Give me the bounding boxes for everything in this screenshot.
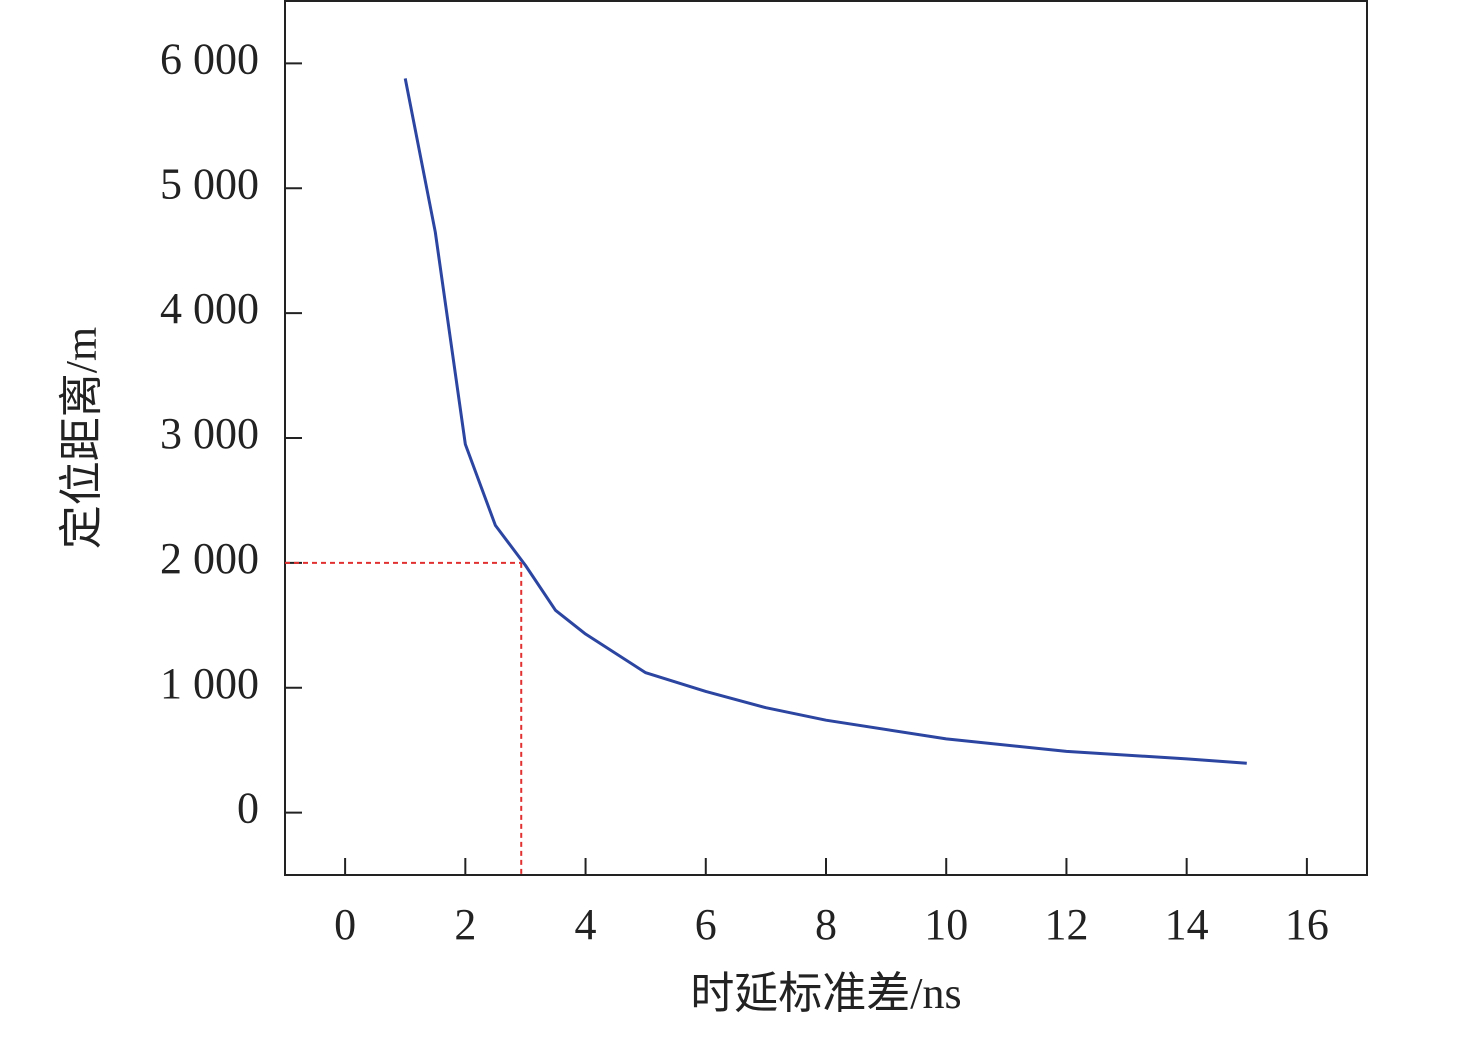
y-tick-label: 2 000 — [160, 534, 259, 583]
x-tick-label: 12 — [1044, 900, 1088, 949]
y-tick-label: 6 000 — [160, 35, 259, 84]
x-tick-label: 16 — [1285, 900, 1329, 949]
x-tick-label: 2 — [454, 900, 476, 949]
data-line — [403, 78, 1247, 765]
y-tick-label: 1 000 — [160, 659, 259, 708]
y-tick-label: 3 000 — [160, 409, 259, 458]
y-axis-title: 定位距离/m — [57, 327, 106, 549]
x-tick-label: 6 — [695, 900, 717, 949]
x-tick-label: 14 — [1165, 900, 1209, 949]
y-tick-label: 0 — [237, 784, 259, 833]
x-axis-title: 时延标准差/ns — [690, 969, 961, 1018]
x-tick-label: 10 — [924, 900, 968, 949]
y-tick-label: 5 000 — [160, 159, 259, 208]
x-tick-label: 4 — [575, 900, 597, 949]
plot-frame — [284, 0, 1368, 876]
y-tick-label: 4 000 — [160, 284, 259, 333]
x-tick-label: 8 — [815, 900, 837, 949]
x-tick-label: 0 — [334, 900, 356, 949]
